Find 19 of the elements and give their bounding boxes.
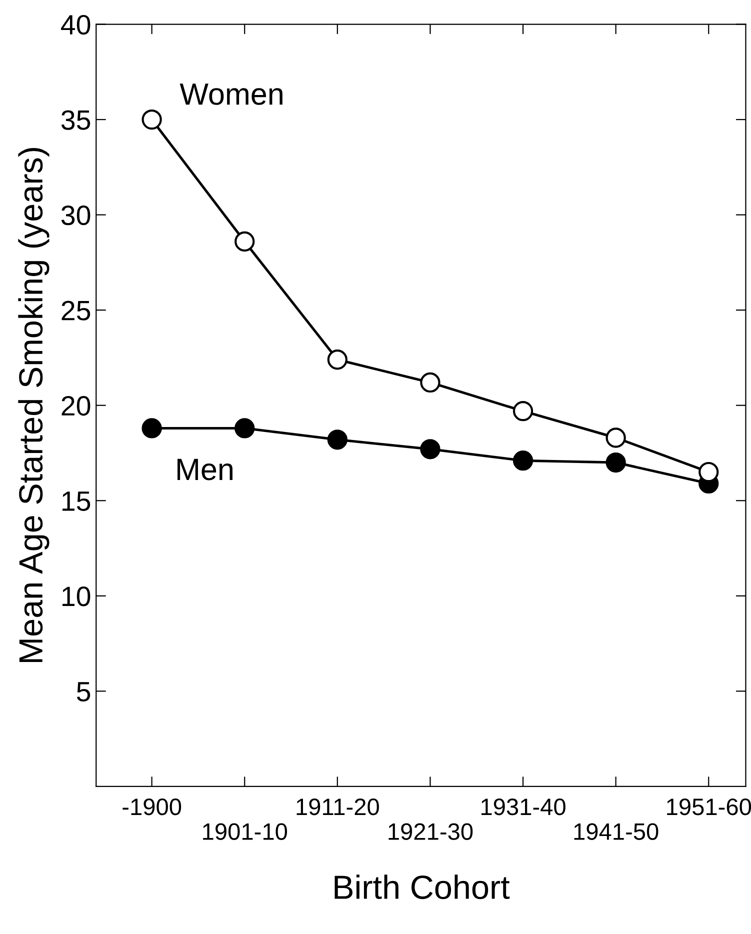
- y-axis-title: Mean Age Started Smoking (years): [18, 148, 50, 662]
- x-tick-label: -1900: [122, 798, 182, 816]
- y-tick-label: 40: [61, 14, 90, 35]
- y-tick-label: 10: [62, 586, 90, 606]
- x-tick-label: 1941-50: [574, 823, 658, 840]
- y-tick-label: 25: [62, 300, 90, 320]
- x-tick-label: 1951-60: [667, 798, 751, 816]
- y-tick-label: 5: [76, 682, 90, 702]
- x-tick-label: 1931-40: [481, 798, 566, 816]
- series-label: Women: [180, 84, 282, 105]
- y-tick-label: 20: [62, 396, 90, 416]
- series-label: Men: [178, 458, 232, 480]
- x-axis-title: Birth Cohort: [334, 874, 510, 900]
- x-tick-label: 1901-10: [203, 823, 288, 840]
- x-tick-label: 1921-30: [388, 823, 473, 840]
- y-tick-label: 35: [61, 110, 90, 130]
- y-tick-label: 15: [62, 492, 90, 511]
- x-tick-label: 1911-20: [296, 798, 379, 816]
- y-tick-label: 30: [61, 205, 90, 226]
